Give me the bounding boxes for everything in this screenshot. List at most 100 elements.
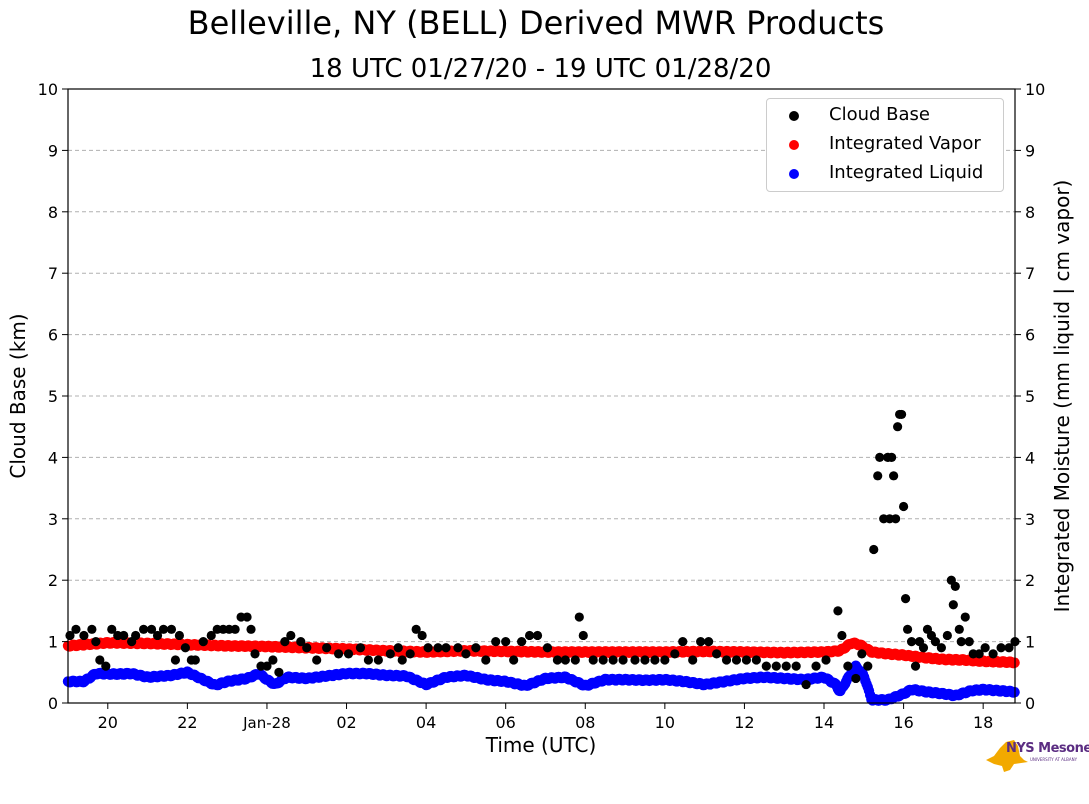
- y-tick-label-left: 8: [48, 203, 58, 222]
- legend-marker-integrated-liquid: [789, 169, 799, 179]
- y-tick-label-right: 5: [1025, 387, 1035, 406]
- cloud-base-point: [101, 661, 111, 671]
- cloud-base-point: [441, 643, 451, 653]
- cloud-base-point: [630, 655, 640, 665]
- y-axis-label-right: Integrated Moisture (mm liquid | cm vapo…: [1050, 180, 1074, 613]
- cloud-base-point: [980, 643, 990, 653]
- cloud-base-point: [660, 655, 670, 665]
- cloud-base-point: [875, 452, 885, 462]
- gridlines: [68, 149, 1015, 643]
- y-tick-label-left: 4: [48, 448, 58, 467]
- legend-marker-integrated-vapor: [789, 140, 799, 150]
- y-tick-label-left: 0: [48, 694, 58, 713]
- cloud-base-point: [262, 661, 272, 671]
- cloud-base-point: [542, 643, 553, 653]
- cloud-base-point: [837, 630, 847, 641]
- cloud-base-point: [678, 637, 688, 647]
- cloud-base-point: [670, 649, 680, 659]
- cloud-base-point: [721, 655, 732, 665]
- cloud-base-point: [640, 655, 650, 665]
- cloud-base-point: [598, 655, 608, 665]
- cloud-base-point: [268, 655, 278, 665]
- y-axis-label-left: Cloud Base (km): [6, 313, 30, 478]
- y-tick-label-left: 10: [38, 80, 58, 99]
- cloud-base-point: [190, 655, 200, 665]
- x-tick-label: 18: [973, 713, 993, 732]
- cloud-base-point: [771, 661, 781, 671]
- cloud-base-point: [869, 544, 879, 555]
- cloud-base-point: [1004, 643, 1014, 653]
- cloud-base-point: [570, 655, 580, 665]
- cloud-base-point: [87, 624, 97, 634]
- cloud-base-point: [954, 624, 964, 634]
- x-axis-label: Time (UTC): [485, 733, 597, 757]
- cloud-base-point: [286, 630, 296, 641]
- cloud-base-point: [578, 630, 588, 641]
- cloud-base-point: [930, 637, 941, 647]
- y-tick-label-left: 3: [48, 510, 58, 529]
- cloud-base-point: [411, 624, 421, 634]
- nys-mesonet-logo: NYS Mesonet UNIVERSITY AT ALBANY: [984, 738, 1089, 774]
- cloud-base-point: [198, 637, 208, 647]
- legend-item-integrated-liquid: Integrated Liquid: [767, 161, 1003, 187]
- cloud-base-point: [711, 649, 722, 659]
- cloud-base-point: [891, 514, 901, 524]
- legend-marker-cloud-base: [789, 111, 799, 121]
- cloud-base-point: [910, 661, 921, 671]
- cloud-base-point: [91, 637, 101, 647]
- cloud-base-point: [704, 637, 714, 647]
- cloud-base-point: [174, 630, 185, 641]
- y-tick-label-right: 2: [1025, 571, 1035, 590]
- cloud-base-point: [887, 452, 897, 462]
- cloud-base-point: [131, 630, 141, 641]
- y-tick-label-left: 1: [48, 633, 58, 652]
- cloud-base-point: [974, 649, 984, 659]
- cloud-base-point: [741, 655, 752, 665]
- cloud-base-point: [274, 667, 284, 677]
- cloud-base-point: [158, 624, 169, 634]
- cloud-base-point: [461, 649, 471, 659]
- cloud-base-point: [296, 637, 306, 647]
- cloud-base-point: [393, 643, 403, 653]
- x-tick-label: 10: [655, 713, 675, 732]
- x-tick-label: 22: [177, 713, 197, 732]
- cloud-base-point: [608, 655, 618, 665]
- cloud-base-point: [791, 661, 801, 671]
- cloud-base-point: [453, 643, 463, 653]
- cloud-base-point: [206, 630, 216, 641]
- x-tick-label: 16: [893, 713, 913, 732]
- legend: Cloud Base Integrated Vapor Integrated L…: [766, 98, 1004, 192]
- cloud-base-point: [900, 594, 911, 604]
- cloud-base-point: [960, 612, 970, 622]
- cloud-base-point: [524, 630, 535, 641]
- cloud-base-point: [302, 643, 312, 653]
- cloud-base-point: [688, 655, 698, 665]
- cloud-base-point: [964, 637, 974, 647]
- cloud-base-point: [889, 471, 899, 481]
- x-tick-label: 04: [416, 713, 436, 732]
- y-tick-label-right: 3: [1025, 510, 1035, 529]
- cloud-base-point: [170, 655, 181, 665]
- cloud-base-point: [988, 649, 998, 659]
- cloud-base-point: [996, 643, 1006, 653]
- cloud-base-point: [79, 630, 89, 641]
- cloud-base-point: [942, 630, 952, 641]
- series-integrated-liquid: [62, 660, 1020, 706]
- y-tick-label-left: 7: [48, 264, 58, 283]
- legend-label-integrated-liquid: Integrated Liquid: [829, 162, 984, 183]
- cloud-base-point: [280, 637, 290, 647]
- x-tick-label: 06: [496, 713, 516, 732]
- cloud-base-point: [936, 643, 946, 653]
- cloud-base-point: [491, 637, 501, 647]
- cloud-base-point: [433, 643, 443, 653]
- x-tick-label: Jan-28: [242, 714, 291, 732]
- cloud-base-point: [242, 612, 252, 622]
- cloud-base-point: [731, 655, 742, 665]
- legend-label-integrated-vapor: Integrated Vapor: [829, 133, 981, 154]
- cloud-base-point: [650, 655, 660, 665]
- cloud-base-point: [246, 624, 256, 634]
- cloud-base-point: [333, 649, 344, 659]
- cloud-base-point: [948, 600, 958, 610]
- cloud-base-point: [781, 661, 791, 671]
